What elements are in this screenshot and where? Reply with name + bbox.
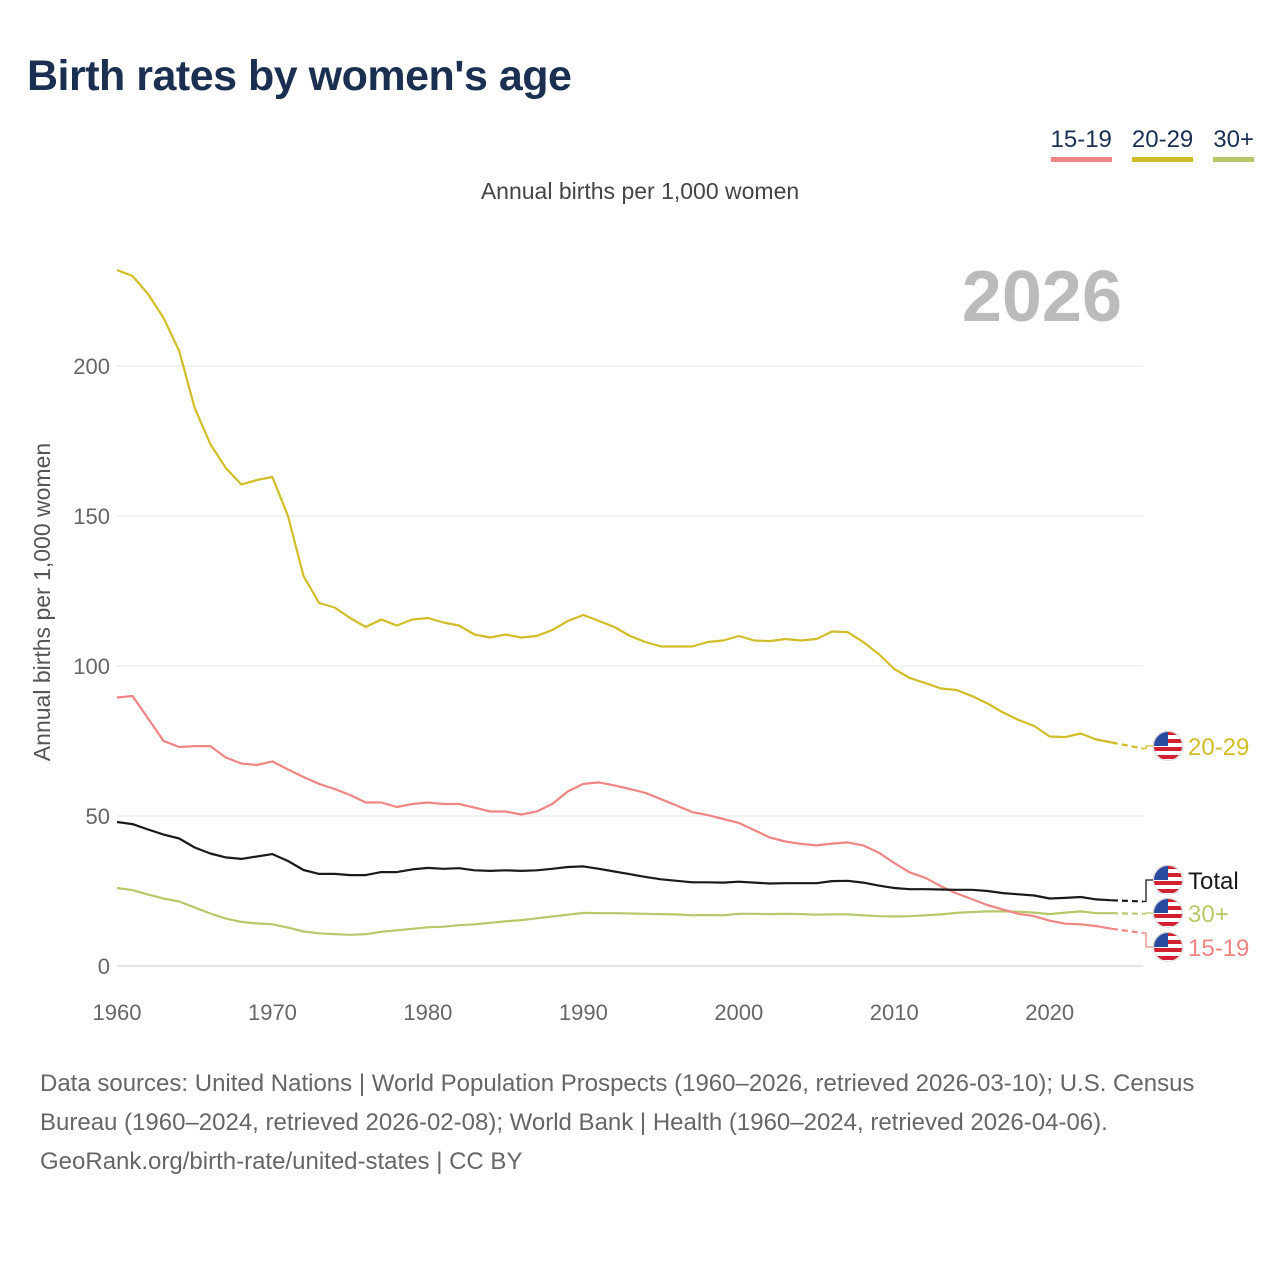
legend-item-15-19[interactable]: 15-19 xyxy=(1050,126,1112,162)
y-tick-label: 0 xyxy=(98,954,110,979)
x-tick-label: 1970 xyxy=(248,1000,297,1025)
end-label-total: Total xyxy=(1188,868,1239,895)
series-projection-Total xyxy=(1111,899,1144,903)
chart-title: Birth rates by women's age xyxy=(27,52,572,100)
end-label-15-19: 15-19 xyxy=(1188,935,1249,962)
label-connector xyxy=(1142,745,1153,750)
us-flag-icon xyxy=(1153,865,1183,895)
series-projection-30-plus xyxy=(1111,912,1144,915)
y-tick-label: 200 xyxy=(73,354,110,379)
chart-area: 2026 Annual births per 1,000 women 0 50 10… xyxy=(29,257,1249,1025)
data-sources: Data sources: United Nations | World Pop… xyxy=(40,1070,1195,1136)
y-tick-label: 150 xyxy=(73,504,110,529)
series-line-30-plus xyxy=(116,886,1112,936)
x-tick-label: 1980 xyxy=(403,1000,452,1025)
chart-subtitle: Annual births per 1,000 women xyxy=(480,178,800,204)
x-tick-label: 2000 xyxy=(714,1000,763,1025)
legend-item-20-29[interactable]: 20-29 xyxy=(1131,126,1194,162)
series-projection-15-19 xyxy=(1111,927,1144,935)
us-flag-icon xyxy=(1153,932,1183,962)
x-tick-label: 1960 xyxy=(93,1000,142,1025)
year-watermark: 2026 xyxy=(962,257,1122,337)
series-line-20-29 xyxy=(116,268,1113,744)
y-tick-label: 50 xyxy=(86,804,110,829)
footer: Data sources: United Nations | World Pop… xyxy=(40,1064,1220,1181)
label-connector xyxy=(1142,912,1153,915)
x-tick-label: 1990 xyxy=(559,1000,608,1025)
y-axis-label: Annual births per 1,000 women xyxy=(29,443,55,761)
legend-item-30-plus[interactable]: 30+ xyxy=(1213,126,1254,162)
us-flag-icon xyxy=(1153,898,1183,928)
legend: 15-19 20-29 30+ xyxy=(1050,126,1254,162)
x-tick-label: 2020 xyxy=(1025,1000,1074,1025)
credit-link[interactable]: GeoRank.org/birth-rate/united-states | C… xyxy=(40,1148,523,1175)
us-flag-icon xyxy=(1153,731,1183,761)
label-connector xyxy=(1142,879,1153,903)
y-tick-label: 100 xyxy=(73,654,110,679)
end-label-20-29: 20-29 xyxy=(1188,734,1249,761)
series-line-15-19 xyxy=(116,694,1113,930)
series-projection-20-29 xyxy=(1111,741,1144,750)
x-tick-label: 2010 xyxy=(870,1000,919,1025)
end-label-30-plus: 30+ xyxy=(1188,901,1229,928)
label-connector xyxy=(1142,932,1153,948)
series-line-Total xyxy=(116,820,1112,902)
